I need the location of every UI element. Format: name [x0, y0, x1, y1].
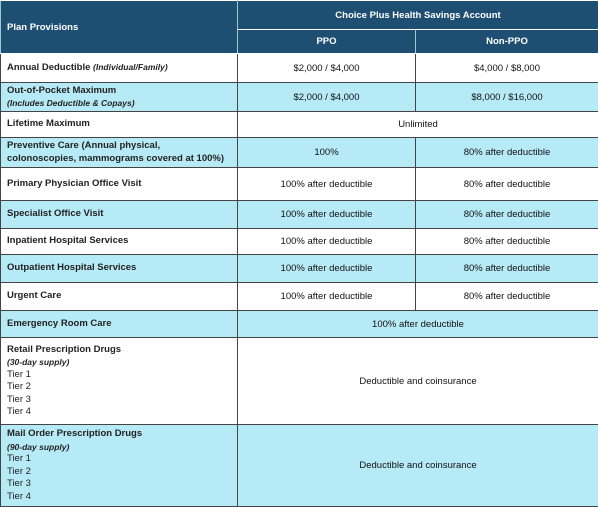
tier-label: Tier 2 — [7, 466, 231, 479]
value-cell: $2,000 / $4,000 — [238, 54, 416, 83]
value-cell: Deductible and coinsurance — [238, 338, 598, 425]
header-cell: Plan Provisions — [1, 1, 238, 54]
table-row: Inpatient Hospital Services 100% after de… — [1, 229, 598, 255]
table-body: Annual Deductible (Individual/Family)$2,… — [1, 54, 598, 507]
value-cell: 100% after deductible — [238, 255, 416, 283]
value-cell: $8,000 / $16,000 — [416, 83, 598, 112]
provision-cell: Emergency Room Care — [1, 311, 238, 338]
header-cell: Choice Plus Health Savings Account — [238, 1, 598, 30]
provision-note: (Includes Deductible & Copays) — [7, 97, 231, 110]
provision-cell: Urgent Care — [1, 283, 238, 311]
value-cell: 80% after deductible — [416, 255, 598, 283]
table-row: Out-of-Pocket Maximum(Includes Deductibl… — [1, 83, 598, 112]
provision-label: Emergency Room Care — [7, 318, 112, 329]
provision-label: Out-of-Pocket Maximum — [7, 85, 116, 96]
provision-label: Preventive Care (Annual physical, colono… — [7, 140, 224, 164]
value-cell: 100% after deductible — [238, 229, 416, 255]
provision-cell: Primary Physician Office Visit — [1, 168, 238, 201]
provision-label: Annual Deductible — [7, 62, 90, 73]
value-cell: 100% — [238, 138, 416, 168]
value-cell: 80% after deductible — [416, 283, 598, 311]
provision-label: Outpatient Hospital Services — [7, 262, 136, 273]
provision-label: Mail Order Prescription Drugs — [7, 428, 142, 439]
provision-cell: Lifetime Maximum — [1, 112, 238, 138]
table-row: Lifetime Maximum Unlimited — [1, 112, 598, 138]
provision-cell: Specialist Office Visit — [1, 201, 238, 229]
table-row: Emergency Room Care 100% after deductible — [1, 311, 598, 338]
value-cell: 80% after deductible — [416, 168, 598, 201]
provision-label: Specialist Office Visit — [7, 208, 103, 219]
value-cell: $2,000 / $4,000 — [238, 83, 416, 112]
table-row: Retail Prescription Drugs(30-day supply)… — [1, 338, 598, 425]
tier-label: Tier 3 — [7, 478, 231, 491]
table-row: Annual Deductible (Individual/Family)$2,… — [1, 54, 598, 83]
provision-note: (90-day supply) — [7, 441, 231, 454]
value-cell: 100% after deductible — [238, 283, 416, 311]
header-cell: Non-PPO — [416, 30, 598, 54]
provision-cell: Outpatient Hospital Services — [1, 255, 238, 283]
table-row: Mail Order Prescription Drugs (90-day sup… — [1, 425, 598, 507]
provision-cell: Inpatient Hospital Services — [1, 229, 238, 255]
provision-label: Inpatient Hospital Services — [7, 235, 128, 246]
provision-label: Retail Prescription Drugs — [7, 344, 121, 355]
tier-label: Tier 4 — [7, 406, 231, 419]
provision-cell: Out-of-Pocket Maximum(Includes Deductibl… — [1, 83, 238, 112]
provision-label: Primary Physician Office Visit — [7, 178, 141, 189]
tier-label: Tier 4 — [7, 491, 231, 504]
value-cell: $4,000 / $8,000 — [416, 54, 598, 83]
provision-label: Lifetime Maximum — [7, 118, 90, 129]
value-cell: 80% after deductible — [416, 138, 598, 168]
value-cell: 80% after deductible — [416, 229, 598, 255]
provision-note: (30-day supply) — [7, 356, 231, 369]
tier-label: Tier 1 — [7, 453, 231, 466]
value-cell: 100% after deductible — [238, 168, 416, 201]
value-cell: 100% after deductible — [238, 311, 598, 338]
value-cell: Unlimited — [238, 112, 598, 138]
provision-note: (Individual/Family) — [93, 62, 168, 72]
table-row: Primary Physician Office Visit 100% after… — [1, 168, 598, 201]
value-cell: 100% after deductible — [238, 201, 416, 229]
provision-cell: Annual Deductible (Individual/Family) — [1, 54, 238, 83]
header-cell: PPO — [238, 30, 416, 54]
table-row: Specialist Office Visit 100% after deduct… — [1, 201, 598, 229]
value-cell: 80% after deductible — [416, 201, 598, 229]
tier-label: Tier 2 — [7, 381, 231, 394]
tier-label: Tier 3 — [7, 394, 231, 407]
provision-label: Urgent Care — [7, 290, 61, 301]
provision-cell: Retail Prescription Drugs(30-day supply)… — [1, 338, 238, 425]
value-cell: Deductible and coinsurance — [238, 425, 598, 507]
table-row: Preventive Care (Annual physical, colono… — [1, 138, 598, 168]
table-row: Outpatient Hospital Services 100% after d… — [1, 255, 598, 283]
tier-label: Tier 1 — [7, 369, 231, 382]
provision-cell: Mail Order Prescription Drugs (90-day sup… — [1, 425, 238, 507]
provision-cell: Preventive Care (Annual physical, colono… — [1, 138, 238, 168]
